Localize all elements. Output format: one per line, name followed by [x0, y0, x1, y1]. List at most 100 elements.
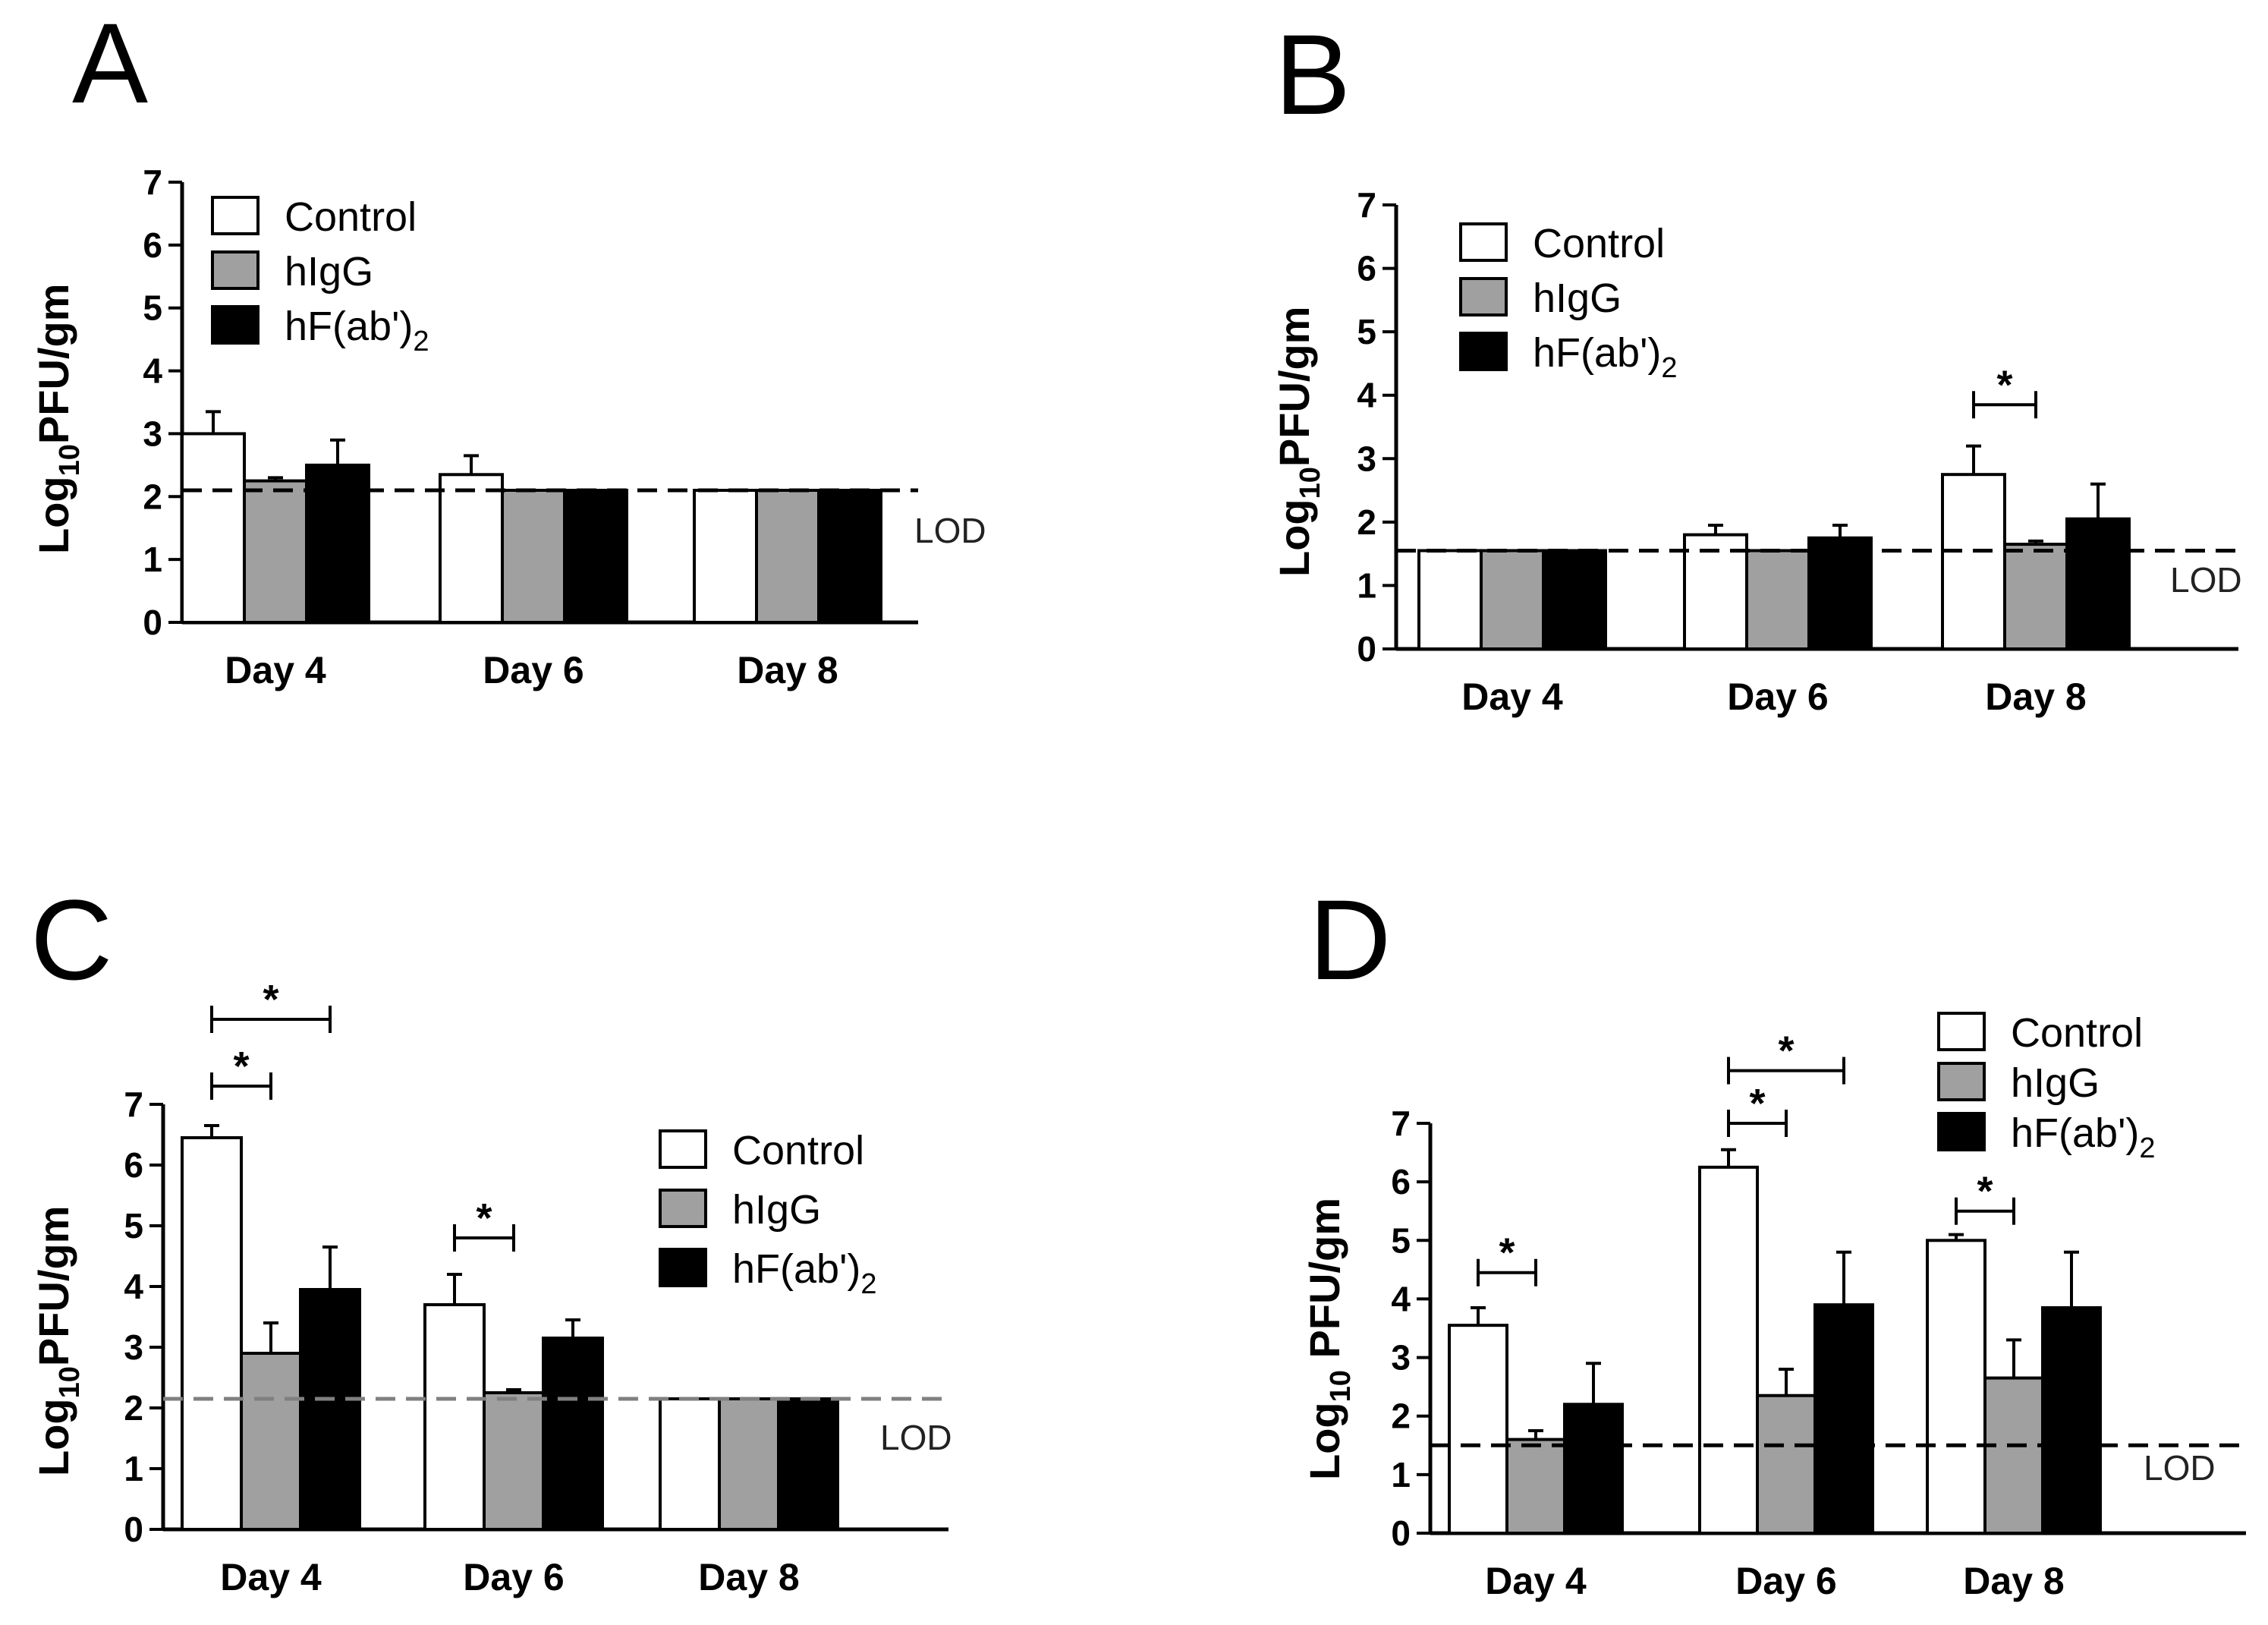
panel-letter: A — [72, 0, 148, 127]
lod-label: LOD — [2144, 1448, 2216, 1488]
y-axis-label-main: Log — [1270, 499, 1318, 577]
x-tick-label: Day 4 — [1461, 676, 1563, 718]
y-tick-label: 1 — [124, 1449, 143, 1488]
significance-star: * — [1977, 1169, 1993, 1214]
legend-label-sub: 2 — [2139, 1132, 2155, 1164]
legend-label: hF(ab')2 — [2011, 1110, 2156, 1164]
bar-control — [1448, 1324, 1508, 1535]
panel-letter: C — [30, 876, 112, 1003]
x-tick-label: Day 8 — [1963, 1560, 2064, 1602]
y-tick-label: 0 — [1391, 1513, 1411, 1553]
bar-higg — [1480, 549, 1545, 651]
legend-label-main: Control — [285, 194, 417, 240]
y-axis-label-sub: 10 — [54, 1366, 86, 1398]
y-axis-label-tail: PFU/gm — [1301, 1198, 1348, 1370]
y-tick-label: 7 — [124, 1085, 143, 1124]
y-axis-label-tail: PFU/gm — [30, 1206, 77, 1367]
x-tick-label: Day 6 — [1727, 676, 1828, 718]
bar-higg — [1505, 1438, 1566, 1535]
legend-swatch-hfab2 — [1459, 332, 1508, 371]
significance-star: * — [263, 977, 278, 1022]
legend-swatch-control — [1459, 222, 1508, 262]
legend-label: Control — [732, 1128, 864, 1173]
bar-higg — [755, 489, 820, 624]
legend-label-sub: 2 — [413, 326, 429, 357]
bar-higg — [501, 489, 566, 624]
legend-label-main: hF(ab') — [732, 1246, 860, 1292]
bar-control — [439, 473, 504, 624]
y-tick-label: 0 — [1357, 629, 1376, 669]
y-axis-label-sub: 10 — [1294, 467, 1326, 499]
significance-star: * — [1499, 1230, 1515, 1276]
y-axis-label: Log10PFU/gm — [1270, 307, 1326, 577]
legend-label-main: Control — [732, 1128, 864, 1173]
significance-star: * — [1749, 1081, 1765, 1126]
panel-b: B 0 1 2 3 4 5 6 7 Log10PFU/gm Day 4 Day 6 Day 8 LOD * C… — [1270, 11, 2242, 718]
legend-label: Control — [285, 194, 417, 240]
legend-label: hF(ab')2 — [285, 304, 429, 357]
y-axis-label-sub: 10 — [1325, 1370, 1357, 1402]
significance-star: * — [1778, 1028, 1794, 1074]
x-tick-label: Day 6 — [483, 649, 584, 691]
bar-hfab2 — [1813, 1303, 1874, 1535]
legend-swatch-hfab2 — [1937, 1112, 1986, 1151]
legend-label-sub: 2 — [1661, 352, 1677, 384]
y-tick-label: 1 — [1391, 1455, 1411, 1494]
legend-label-main: hF(ab') — [2011, 1110, 2139, 1156]
y-tick-label: 2 — [1391, 1397, 1411, 1436]
x-tick-label: Day 6 — [1735, 1560, 1836, 1602]
y-tick-label: 4 — [1357, 376, 1376, 415]
y-axis-label-main: Log — [30, 1398, 77, 1476]
y-tick-label: 4 — [143, 351, 162, 391]
y-tick-label: 0 — [143, 603, 162, 642]
y-tick-label: 1 — [1357, 565, 1376, 605]
bar-control — [1683, 533, 1748, 650]
legend-label-main: hF(ab') — [285, 304, 413, 349]
legend-swatch-control — [659, 1129, 707, 1169]
y-axis-label-main: Log — [30, 476, 77, 554]
legend-label-main: hIgG — [285, 249, 373, 294]
y-tick-label: 5 — [1357, 312, 1376, 351]
y-tick-label: 6 — [124, 1145, 143, 1185]
y-tick-label: 7 — [1357, 185, 1376, 225]
legend-label-sub: 2 — [860, 1268, 876, 1300]
legend-label-main: hF(ab') — [1533, 330, 1661, 376]
legend-label: hF(ab')2 — [732, 1246, 877, 1300]
y-tick-label: 7 — [1391, 1104, 1411, 1143]
y-tick-label: 4 — [124, 1267, 143, 1306]
y-tick-label: 5 — [1391, 1220, 1411, 1260]
lod-label: LOD — [914, 511, 986, 550]
bar-control — [1941, 473, 2006, 651]
y-tick-label: 5 — [124, 1206, 143, 1246]
bar-higg — [1745, 549, 1810, 651]
x-tick-label: Day 4 — [225, 649, 326, 691]
y-tick-label: 3 — [143, 414, 162, 453]
y-tick-label: 2 — [124, 1388, 143, 1428]
bar-hfab2 — [817, 489, 882, 624]
bar-hfab2 — [2065, 517, 2131, 651]
bar-hfab2 — [1563, 1403, 1624, 1535]
bar-hfab2 — [542, 1337, 604, 1531]
y-tick-label: 1 — [143, 540, 162, 579]
bar-control — [181, 1136, 243, 1531]
legend-swatch-control — [211, 196, 260, 235]
y-axis-label-sub: 10 — [54, 444, 86, 476]
bar-control — [181, 432, 246, 625]
legend-swatch-hfab2 — [659, 1248, 707, 1287]
y-tick-label: 3 — [124, 1327, 143, 1367]
legend-swatch-higg — [1459, 277, 1508, 316]
y-axis-label: Log10PFU/gm — [30, 1206, 86, 1476]
y-axis-label-main: Log — [1301, 1402, 1348, 1480]
legend-label-main: hIgG — [2011, 1060, 2100, 1106]
bar-higg — [243, 479, 308, 624]
y-tick-label: 0 — [124, 1510, 143, 1549]
panel-letter: B — [1275, 11, 1351, 138]
bar-higg — [2003, 543, 2068, 650]
significance-star: * — [476, 1195, 492, 1241]
bar-hfab2 — [1807, 536, 1873, 650]
legend-swatch-higg — [211, 250, 260, 290]
legend-swatch-higg — [659, 1189, 707, 1228]
legend-label: hIgG — [732, 1187, 821, 1233]
bar-higg — [1756, 1394, 1817, 1535]
